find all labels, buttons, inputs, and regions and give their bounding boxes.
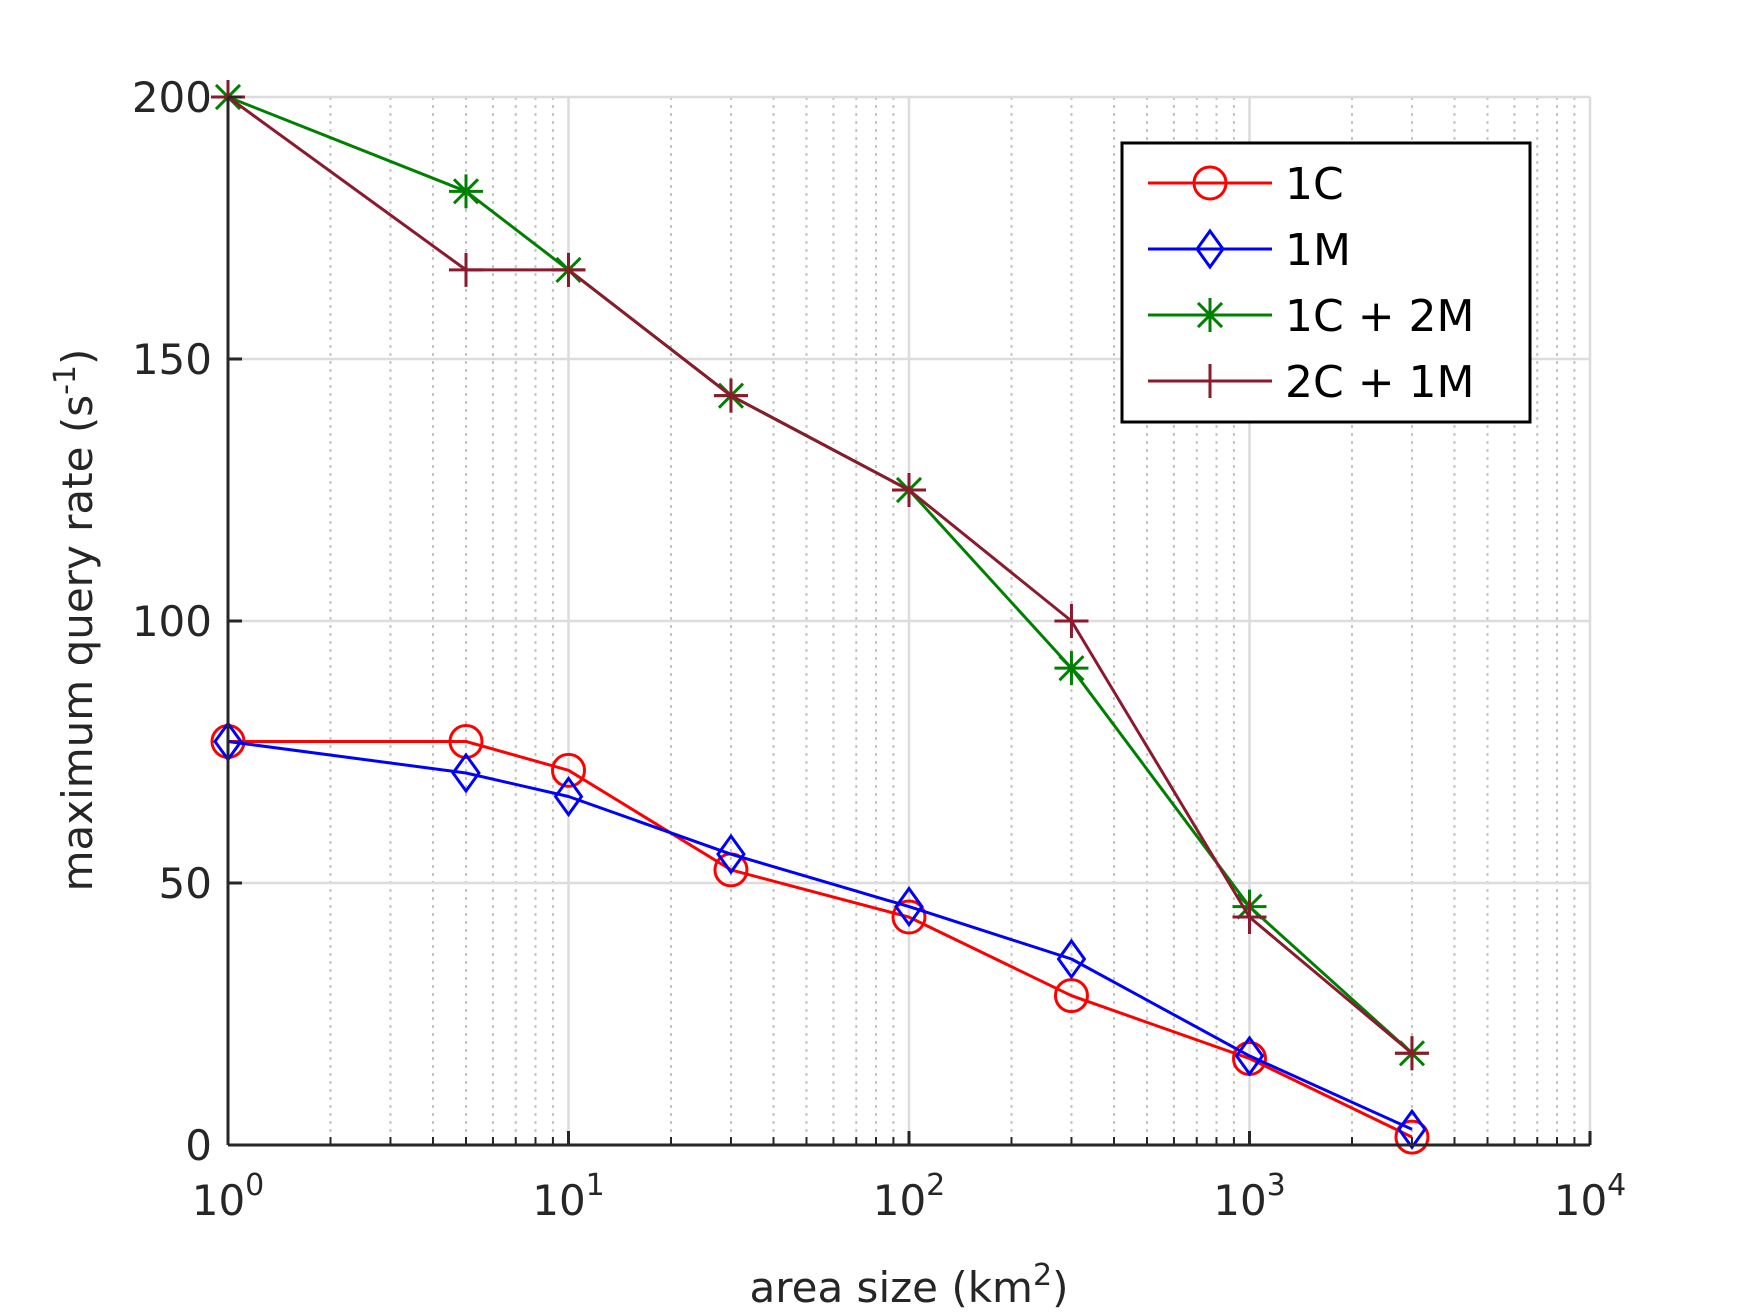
data-point [1232,900,1267,935]
x-tick-base: 10 [1554,1176,1607,1225]
legend-marker [1195,228,1225,270]
x-tick-exponent: 1 [586,1168,605,1203]
x-tick-label: 104 [1554,1168,1627,1225]
legend-label: 1C + 2M [1285,291,1475,342]
legend-label: 1M [1285,225,1351,276]
legend-marker [1193,298,1227,332]
x-tick-exponent: 4 [1607,1168,1626,1203]
data-point [448,252,483,287]
y-tick-label: 0 [185,1121,212,1170]
x-tick-base: 10 [873,1176,926,1225]
x-tick-label: 102 [873,1168,946,1225]
data-point [1054,651,1089,686]
data-point [1056,938,1087,980]
data-point [551,752,586,788]
axes [226,95,1592,1147]
x-tick-base: 10 [192,1176,245,1225]
legend-label: 2C + 1M [1285,357,1475,408]
x-tick-label: 101 [532,1168,605,1225]
data-point [551,252,586,287]
legend-marker [1193,364,1227,398]
y-tick-label: 150 [132,335,212,384]
legend-item: 1C [1148,159,1344,210]
legend-item: 1C + 2M [1148,291,1475,342]
data-point [448,174,483,209]
data-point [894,886,924,928]
legend-label: 1C [1285,159,1344,210]
y-tick-label: 100 [132,597,212,646]
data-point [716,833,746,875]
x-tick-label: 103 [1213,1168,1286,1225]
series-layer [210,80,1430,1155]
x-tick-exponent: 2 [926,1168,945,1203]
data-point [1394,1036,1429,1071]
data-point [892,473,926,507]
y-tick-label: 200 [132,73,212,122]
series-1m [213,720,1427,1150]
x-tick-exponent: 3 [1267,1168,1286,1203]
series-2c-1m [211,80,1429,1071]
y-tick-label: 50 [159,859,212,908]
data-point [451,752,481,794]
legend-marker [1192,165,1228,201]
data-point [1234,1035,1265,1077]
y-axis-label: maximum query rate (s-1) [48,349,102,892]
x-axis-label: area size (km2) [750,1258,1069,1312]
legend-item: 2C + 1M [1148,357,1475,408]
series-line [228,740,1413,1139]
data-point [1054,604,1089,638]
legend-box [1120,141,1532,424]
x-tick-exponent: 0 [245,1168,264,1203]
data-point [1053,978,1089,1014]
data-point [891,899,927,935]
x-tick-base: 10 [532,1176,585,1225]
legend: 1C 1M 1C + 2M 2C + 1M [1120,141,1532,424]
data-point [1394,1119,1430,1155]
series-line [227,740,1413,1131]
data-point [553,775,584,818]
data-point [713,378,748,413]
series-line [227,95,1413,1055]
legend-item: 1M [1148,225,1351,276]
data-point [1397,1108,1427,1150]
x-tick-base: 10 [1213,1176,1266,1225]
x-tick-label: 100 [192,1168,265,1225]
